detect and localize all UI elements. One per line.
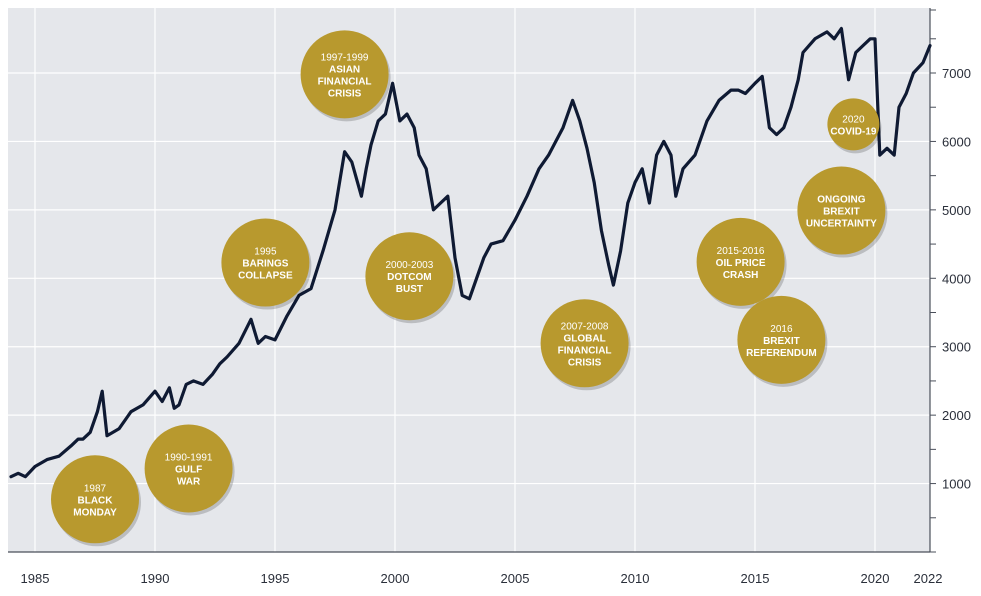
bubble-year-label: 1997-1999: [321, 52, 369, 63]
bubble-event-label: BLACK: [78, 495, 114, 506]
bubble-event-label: GLOBAL: [563, 333, 605, 344]
bubble-event-label: BREXIT: [823, 207, 860, 218]
bubble-event-label: MONDAY: [73, 507, 117, 518]
y-tick-label: 6000: [942, 134, 971, 149]
bubble-event-label: COVID-19: [830, 126, 877, 137]
event-annotations: 1987BLACKMONDAY1990-1991GULFWAR1995BARIN…: [51, 30, 888, 547]
bubble-circle: [737, 295, 826, 384]
bubble-event-label: CRISIS: [328, 88, 362, 99]
bubble-event-label: DOTCOM: [387, 272, 431, 283]
bubble-event-label: REFERENDUM: [746, 348, 817, 359]
x-axis-labels: 1985 1990 1995 2000 2005 2010 2015 2020 2022: [21, 571, 943, 586]
index-series-line: [9, 26, 932, 479]
bubble-event-label: CRASH: [723, 270, 759, 281]
x-tick-label: 2005: [501, 571, 530, 586]
bubble-event-label: UNCERTAINTY: [806, 219, 877, 230]
y-tick-label: 1000: [942, 477, 971, 492]
bubble-year-label: 1995: [254, 247, 277, 258]
y-axis: [8, 8, 936, 553]
bubble-circle: [827, 98, 880, 151]
bubble-event-label: OIL PRICE: [716, 258, 766, 269]
y-axis-labels: 1000 2000 3000 4000 5000 6000 7000: [942, 66, 971, 492]
x-tick-label: 1990: [141, 571, 170, 586]
bubble-event-label: FINANCIAL: [318, 76, 372, 87]
bubble-year-label: 2020: [842, 114, 865, 125]
x-tick-label: 2015: [741, 571, 770, 586]
bubble-event-label: CRISIS: [568, 357, 602, 368]
bubble-circle: [696, 217, 785, 306]
bubble-circle: [221, 218, 310, 307]
bubble-year-label: 2015-2016: [717, 246, 765, 257]
y-tick-label: 5000: [942, 203, 971, 218]
bubble-circle: [540, 299, 629, 388]
bubble-event-label: BUST: [396, 284, 423, 295]
y-tick-label: 4000: [942, 271, 971, 286]
bubble-year-label: 2000-2003: [385, 260, 433, 271]
y-tick-label: 2000: [942, 408, 971, 423]
bubble-circle: [797, 166, 886, 255]
bubble-circle: [144, 424, 233, 513]
x-tick-label: 1985: [21, 571, 50, 586]
x-tick-label: 1995: [261, 571, 290, 586]
bubble-event-label: ONGOING: [817, 195, 866, 206]
x-tick-label: 2000: [381, 571, 410, 586]
bubble-event-label: COLLAPSE: [238, 271, 293, 282]
bubble-circle: [51, 455, 139, 544]
bubble-event-label: BREXIT: [763, 336, 800, 347]
bubble-circle: [300, 30, 389, 119]
y-tick-label: 7000: [942, 66, 971, 81]
y-tick-label: 3000: [942, 340, 971, 355]
bubble-year-label: 2007-2008: [561, 321, 609, 332]
bubble-year-label: 1990-1991: [165, 453, 213, 464]
bubble-event-label: FINANCIAL: [558, 345, 612, 356]
bubble-year-label: 2016: [770, 324, 793, 335]
bubble-event-label: ASIAN: [329, 64, 360, 75]
bubble-event-label: GULF: [175, 465, 202, 476]
x-tick-label: 2020: [861, 571, 890, 586]
bubble-year-label: 1987: [84, 483, 107, 494]
bubble-event-label: BARINGS: [242, 259, 288, 270]
x-tick-label: 2022: [914, 571, 943, 586]
bubble-event-label: WAR: [177, 477, 201, 488]
bubble-circle: [365, 232, 454, 321]
x-tick-label: 2010: [621, 571, 650, 586]
